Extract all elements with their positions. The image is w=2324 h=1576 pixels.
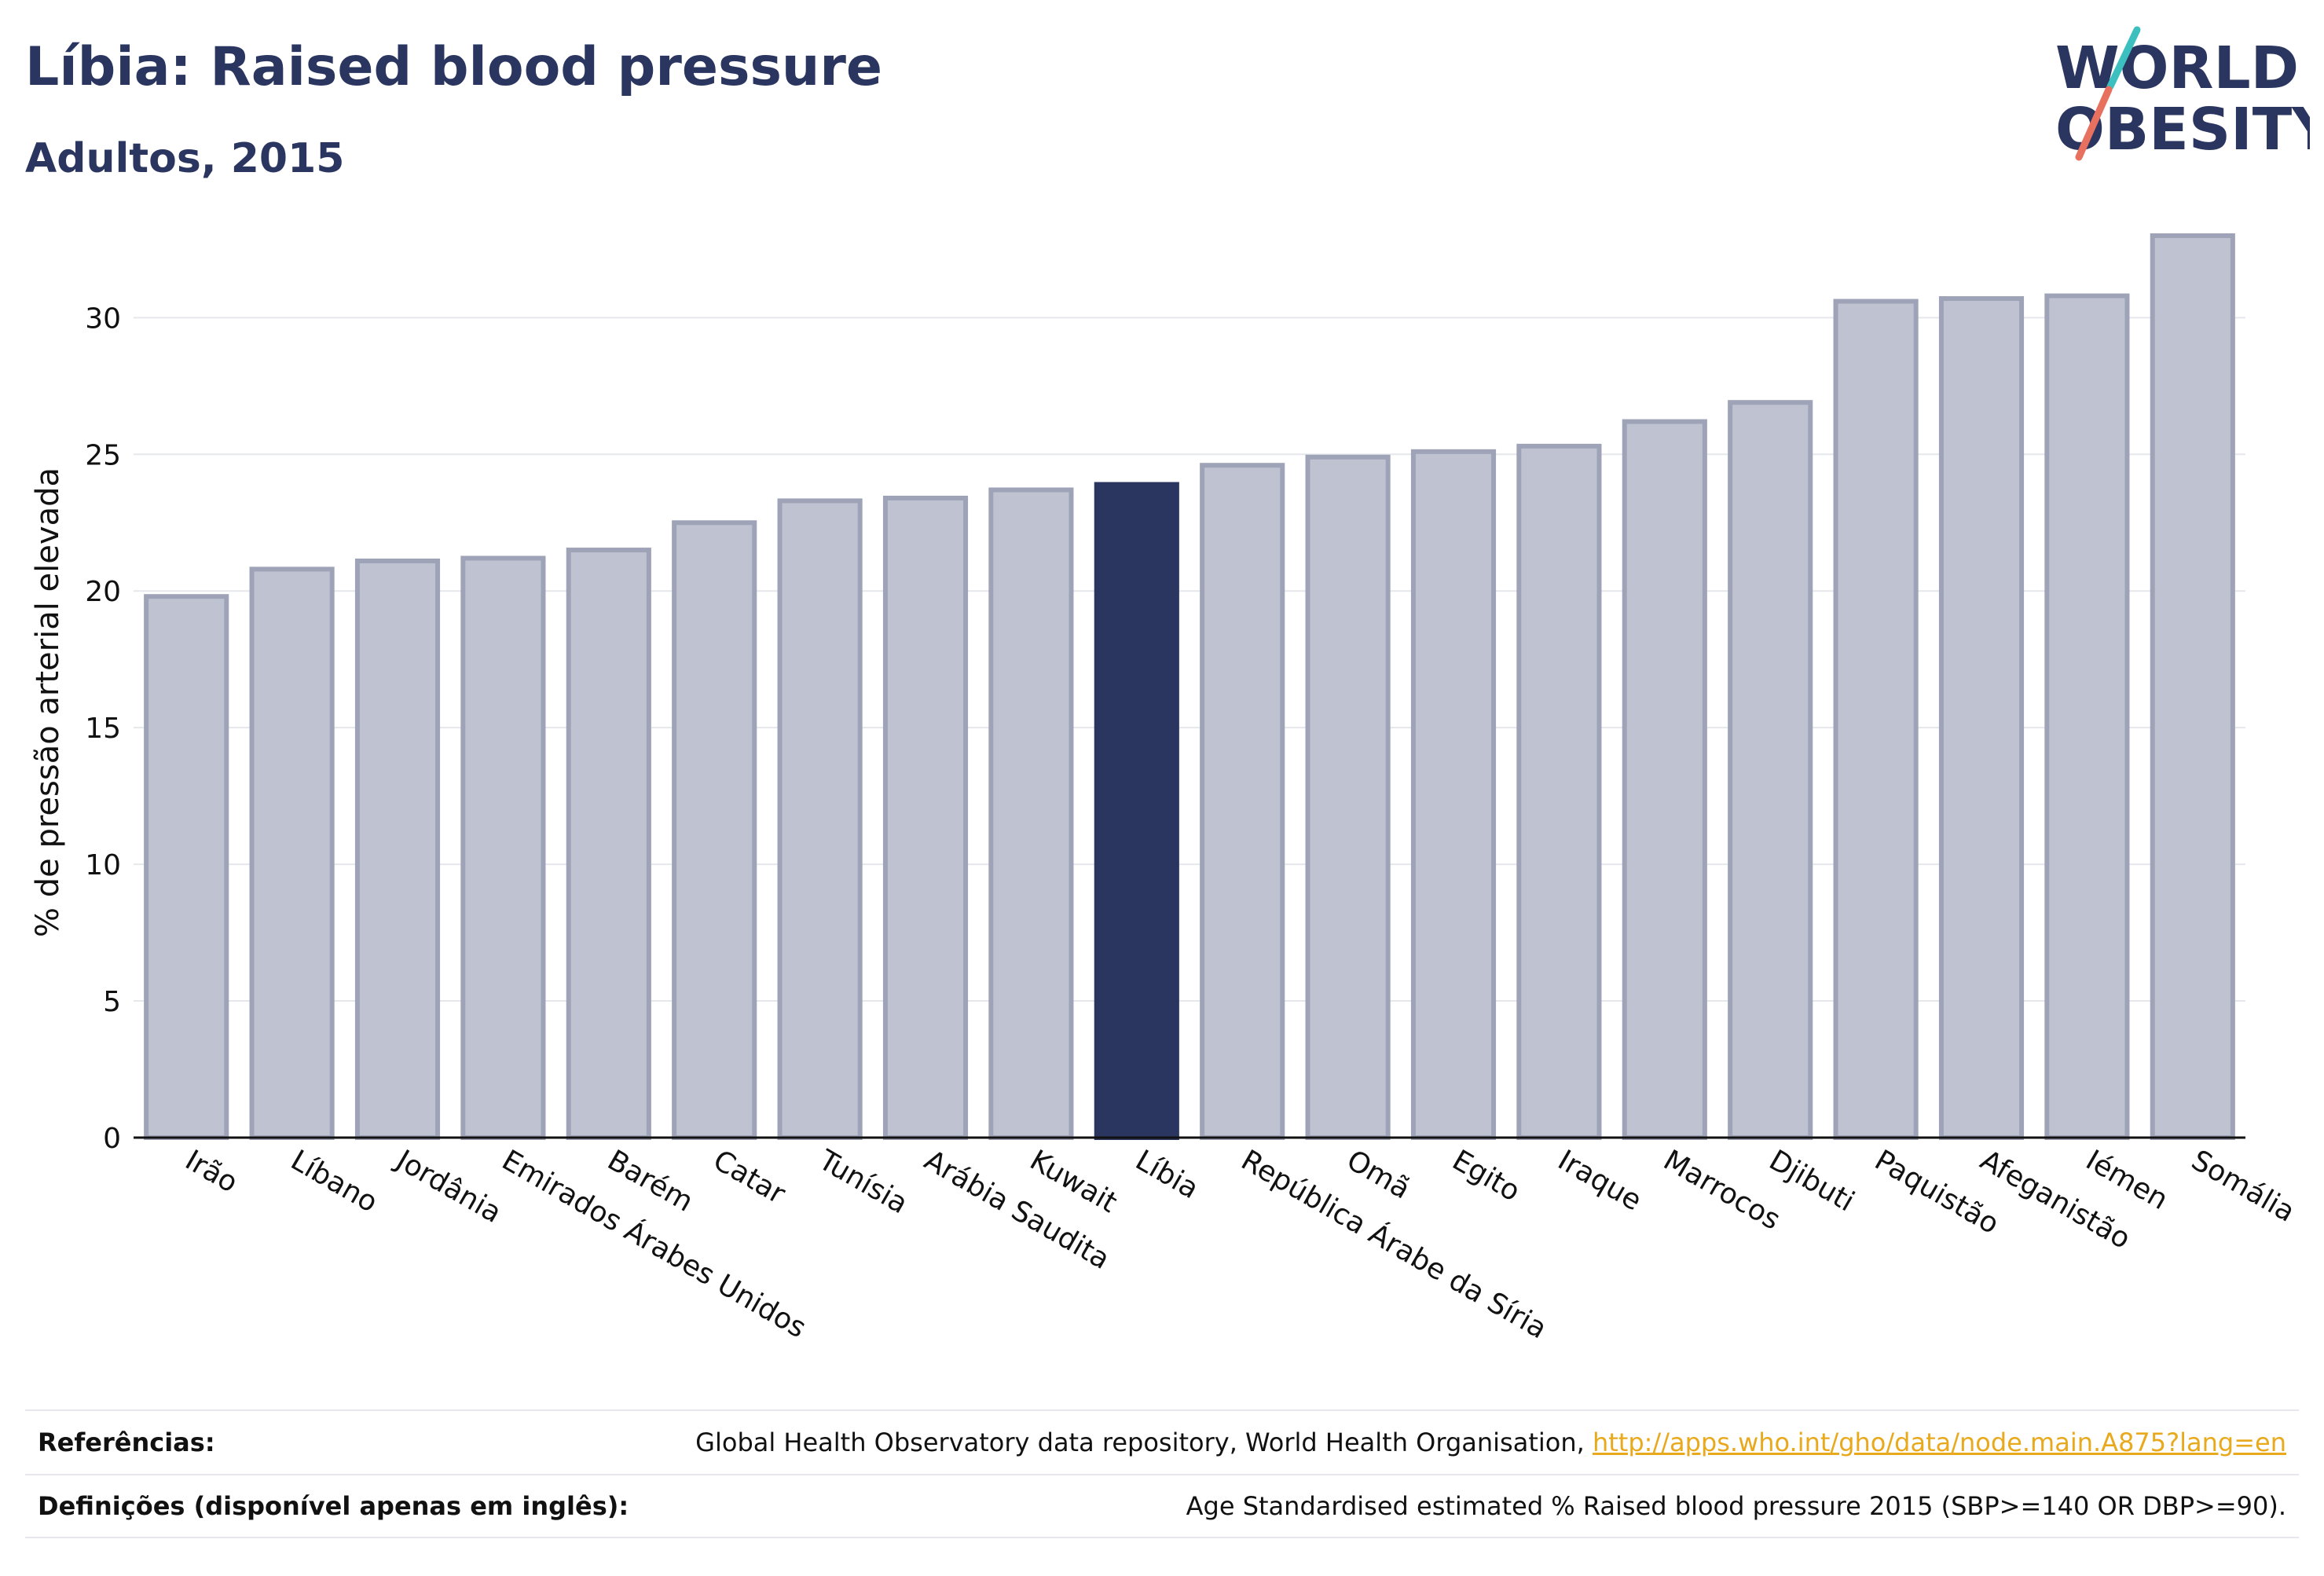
bar <box>1622 419 1707 1140</box>
chart-title: Líbia: Raised blood pressure <box>25 36 882 98</box>
bar <box>1094 482 1179 1140</box>
references-label: Referências: <box>38 1428 215 1457</box>
bar-chart: 0 5 10 15 20 25 30 % de pressão arterial elevad… <box>30 233 2300 1345</box>
bar <box>144 594 229 1140</box>
x-tick-label: Iraque <box>1552 1144 1647 1217</box>
x-tick-label: Líbia <box>1130 1144 1204 1205</box>
bar <box>1200 463 1285 1140</box>
logo-slash-coral <box>2075 86 2113 161</box>
bar <box>2044 293 2130 1140</box>
y-tick-label: 25 <box>85 439 121 471</box>
y-tick-label: 20 <box>85 576 121 608</box>
x-tick-label: Egito <box>1447 1144 1526 1208</box>
definitions-value: Age Standardised estimated % Raised bloo… <box>1186 1491 2286 1521</box>
definitions-row: Definições (disponível apenas em inglês)… <box>25 1474 2299 1538</box>
x-tick-label: Somália <box>2186 1144 2300 1229</box>
y-tick-label: 10 <box>85 849 121 881</box>
definitions-label: Definições (disponível apenas em inglês)… <box>38 1491 629 1521</box>
bar <box>2150 233 2235 1140</box>
x-tick-label: Jordânia <box>390 1143 507 1230</box>
bar <box>1728 400 1813 1140</box>
x-tick-label: Arábia Saudita <box>919 1144 1116 1276</box>
y-tick-label: 5 <box>103 986 121 1018</box>
x-tick-label: Catar <box>708 1144 791 1211</box>
bar <box>988 487 1074 1140</box>
x-tick-label: Omã <box>1341 1144 1416 1205</box>
references-text: Global Health Observatory data repositor… <box>695 1428 1593 1457</box>
bar <box>1516 443 1602 1140</box>
y-tick-label: 30 <box>85 302 121 335</box>
bar <box>354 558 441 1140</box>
y-tick-label: 15 <box>85 713 121 745</box>
x-tick-label: Líbano <box>285 1144 383 1219</box>
y-axis-label: % de pressão arterial elevada <box>30 467 66 937</box>
y-tick-label: 0 <box>103 1123 121 1155</box>
bar <box>460 555 546 1140</box>
bar <box>882 495 969 1140</box>
x-tick-label: Tunísia <box>812 1144 913 1220</box>
references-value: Global Health Observatory data repositor… <box>695 1428 2286 1457</box>
bar <box>1410 449 1497 1140</box>
bar <box>249 566 335 1140</box>
logo-slash-teal <box>2106 26 2141 90</box>
references-row: Referências: Global Health Observatory d… <box>25 1409 2299 1474</box>
x-tick-label: Irão <box>180 1144 244 1199</box>
bar <box>777 498 863 1140</box>
bar <box>566 548 651 1140</box>
chart-subtitle: Adultos, 2015 <box>25 135 345 182</box>
x-tick-label: Marrocos <box>1658 1144 1785 1236</box>
bar <box>1938 296 2025 1141</box>
bar <box>1833 299 1919 1140</box>
bar <box>672 520 757 1140</box>
bar <box>1305 454 1391 1140</box>
world-obesity-logo: WORLD OBESITY <box>2055 26 2310 163</box>
references-link[interactable]: http://apps.who.int/gho/data/node.main.A… <box>1592 1428 2286 1457</box>
logo-line-1: WORLD <box>2055 35 2299 102</box>
